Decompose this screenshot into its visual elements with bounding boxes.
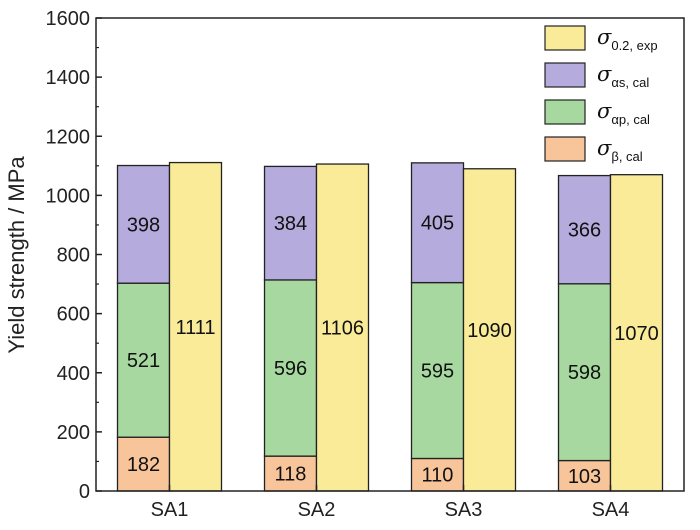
data-label-alpha_s_cal-SA2: 384 (274, 213, 307, 235)
data-label-beta_cal-SA1: 182 (127, 454, 160, 476)
data-label-exp-SA1: 1111 (175, 317, 215, 339)
legend-swatch-alpha_s_cal (544, 62, 586, 88)
x-tick-label-SA4: SA4 (592, 499, 630, 521)
data-label-beta_cal-SA3: 110 (422, 465, 454, 487)
data-label-exp-SA3: 1090 (467, 320, 512, 342)
y-tick-label-1600: 1600 (46, 8, 91, 30)
x-tick-label-SA2: SA2 (298, 499, 336, 521)
bar-exp-SA4 (609, 174, 664, 492)
bars-layer: 182 521 398 1111 118 596 384 1106 110 595 405 1090 1… (116, 161, 664, 492)
legend-swatch-exp (544, 25, 586, 51)
legend: σ0.2, exp σαs, cal σαp, cal σβ, cal (544, 25, 658, 164)
data-label-exp-SA4: 1070 (614, 323, 659, 345)
y-axis-title: Yield strength / MPa (4, 156, 29, 354)
y-tick-label-600: 600 (57, 304, 90, 326)
legend-swatch-beta_cal (544, 136, 586, 162)
data-label-exp-SA2: 1106 (321, 318, 364, 340)
legend-swatch-alpha_p_cal (544, 99, 586, 125)
bar-alpha_s_cal-SA2 (263, 165, 318, 281)
legend-label-exp: σ0.2, exp (597, 25, 658, 53)
y-tick-label-800: 800 (57, 245, 90, 267)
data-label-beta_cal-SA4: 103 (568, 466, 601, 488)
legend-label-beta_cal: σβ, cal (597, 136, 643, 164)
y-tick-label-0: 0 (79, 481, 90, 503)
y-tick-label-400: 400 (57, 363, 90, 385)
data-label-alpha_p_cal-SA3: 595 (421, 361, 454, 383)
x-tick-label-SA1: SA1 (151, 499, 189, 521)
bar-alpha_p_cal-SA1 (116, 282, 171, 438)
y-tick-label-1400: 1400 (46, 67, 91, 89)
legend-label-alpha_p_cal: σαp, cal (597, 99, 650, 127)
bar-alpha_p_cal-SA2 (263, 279, 318, 457)
data-label-alpha_s_cal-SA3: 405 (421, 213, 454, 235)
data-label-beta_cal-SA2: 118 (275, 464, 307, 486)
data-label-alpha_p_cal-SA4: 598 (568, 362, 601, 384)
legend-label-alpha_s_cal: σαs, cal (597, 62, 649, 90)
y-axis: 0 200 400 600 800 1000 1200 1400 1600 (46, 8, 102, 503)
x-axis: SA1 SA2 SA3 SA4 (151, 485, 630, 521)
data-label-alpha_p_cal-SA1: 521 (127, 350, 160, 372)
data-label-alpha_s_cal-SA1: 398 (127, 214, 160, 236)
data-label-alpha_s_cal-SA4: 366 (568, 220, 601, 242)
bar-alpha_s_cal-SA1 (116, 164, 171, 284)
x-tick-label-SA3: SA3 (445, 499, 483, 521)
y-tick-label-1000: 1000 (46, 185, 91, 207)
bar-alpha_p_cal-SA3 (410, 281, 465, 460)
bar-beta_cal-SA1 (116, 436, 171, 492)
y-tick-label-1200: 1200 (46, 126, 91, 148)
bar-exp-SA3 (462, 168, 517, 492)
data-label-alpha_p_cal-SA2: 596 (274, 358, 307, 380)
y-tick-label-200: 200 (57, 422, 90, 444)
bar-exp-SA2 (315, 163, 370, 492)
bar-exp-SA1 (168, 161, 223, 492)
